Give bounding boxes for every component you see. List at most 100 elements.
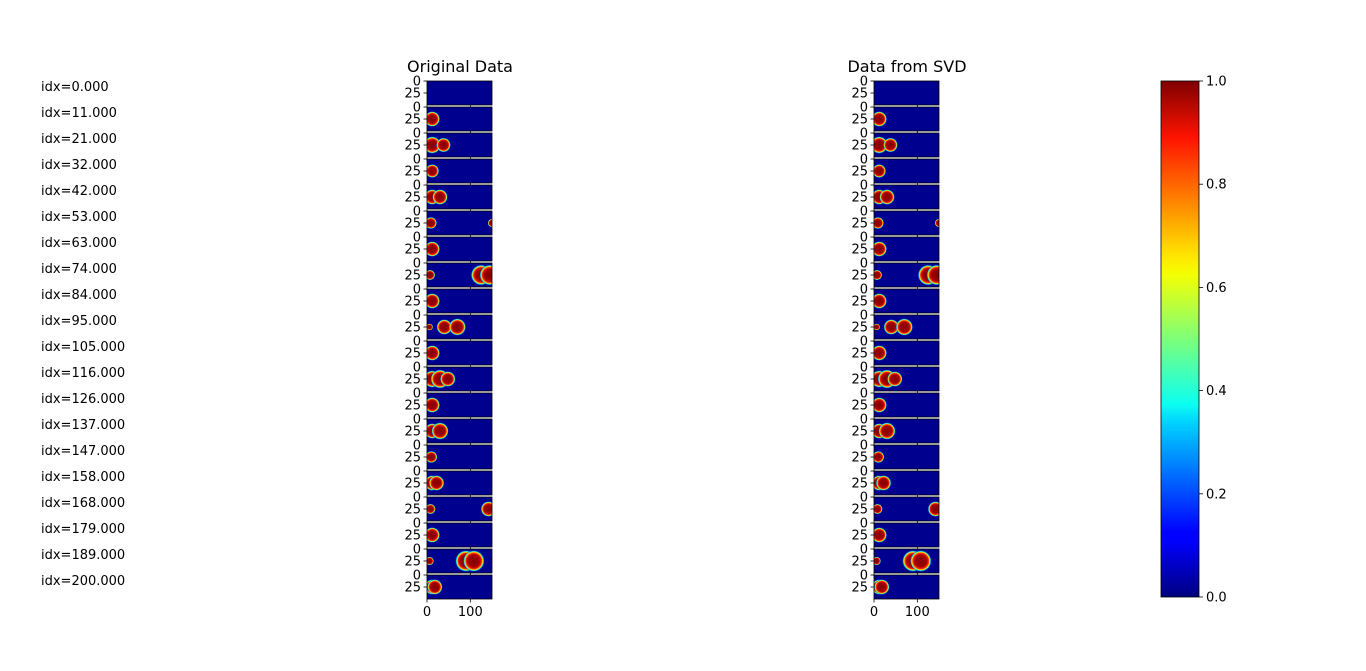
heatmap-blob-group bbox=[874, 216, 939, 230]
heatmap-blob bbox=[874, 397, 887, 413]
heatmap-blob-group bbox=[874, 164, 887, 178]
y-tick-label: 0 bbox=[860, 413, 868, 428]
y-tick-label: 25 bbox=[404, 243, 421, 258]
y-tick-label: 25 bbox=[851, 321, 868, 336]
row-label: idx=179.000 bbox=[41, 522, 125, 537]
row-label: idx=32.000 bbox=[41, 158, 117, 173]
heatmap-blob-group bbox=[874, 345, 887, 361]
heatmap-blob bbox=[427, 345, 440, 361]
heatmap-blob-group bbox=[874, 397, 887, 413]
y-tick-label: 0 bbox=[413, 491, 421, 506]
heatmap-blob-group bbox=[427, 369, 456, 389]
heatmap-blob-group bbox=[874, 318, 913, 336]
y-tick-label: 0 bbox=[413, 335, 421, 350]
colorbar-gradient bbox=[1160, 80, 1200, 598]
y-tick-label: 25 bbox=[851, 347, 868, 362]
y-tick-label: 0 bbox=[413, 205, 421, 220]
heatmap-blob bbox=[462, 550, 485, 572]
row-label: idx=53.000 bbox=[41, 210, 117, 225]
y-tick-label: 0 bbox=[413, 75, 421, 90]
heatmap-blob bbox=[879, 189, 895, 205]
heatmap-blob bbox=[874, 164, 887, 178]
heatmap-blob bbox=[427, 556, 434, 566]
heatmap-background bbox=[427, 211, 492, 235]
y-tick-label: 0 bbox=[413, 283, 421, 298]
heatmap-blob-group bbox=[427, 293, 440, 309]
y-tick-label: 25 bbox=[404, 555, 421, 570]
y-tick-label: 0 bbox=[413, 543, 421, 558]
y-tick-label: 0 bbox=[860, 491, 868, 506]
heatmap-background bbox=[874, 445, 939, 469]
row-label: idx=42.000 bbox=[41, 184, 117, 199]
heatmap-blob bbox=[874, 556, 881, 566]
y-tick-label: 25 bbox=[851, 191, 868, 206]
heatmap-blob-group bbox=[874, 293, 887, 309]
heatmap-blob-group bbox=[874, 527, 887, 543]
y-tick-label: 0 bbox=[860, 335, 868, 350]
y-tick-label: 0 bbox=[860, 543, 868, 558]
heatmap-blob bbox=[895, 318, 913, 336]
y-tick-label: 0 bbox=[860, 387, 868, 402]
heatmap-background bbox=[874, 211, 939, 235]
y-tick-label: 0 bbox=[860, 439, 868, 454]
y-tick-label: 25 bbox=[404, 139, 421, 154]
y-tick-label: 0 bbox=[860, 205, 868, 220]
heatmap-blob bbox=[448, 318, 467, 336]
heatmap-blob bbox=[874, 241, 887, 257]
panel-svd: 0250250250250250250250250250250250250250… bbox=[851, 75, 940, 620]
colorbar-tick-label: 0.8 bbox=[1206, 178, 1227, 193]
heatmap-blob-group bbox=[427, 501, 492, 517]
y-tick-label: 25 bbox=[404, 87, 421, 102]
y-tick-label: 25 bbox=[851, 269, 868, 284]
y-tick-label: 25 bbox=[851, 503, 868, 518]
row-label: idx=137.000 bbox=[41, 418, 125, 433]
y-tick-label: 0 bbox=[860, 569, 868, 584]
y-tick-label: 25 bbox=[404, 451, 421, 466]
row-label: idx=84.000 bbox=[41, 288, 117, 303]
heatmap-blob-group bbox=[427, 136, 451, 154]
heatmap-blob bbox=[874, 527, 887, 543]
heatmap-blob-group bbox=[427, 550, 485, 572]
row-label: idx=105.000 bbox=[41, 340, 125, 355]
panel-title-svd: Data from SVD bbox=[847, 57, 966, 76]
heatmap-blob bbox=[909, 550, 932, 572]
y-tick-label: 0 bbox=[860, 75, 868, 90]
heatmap-blob bbox=[427, 527, 440, 543]
heatmap-blob-group bbox=[427, 264, 492, 286]
heatmap-blob bbox=[878, 422, 896, 440]
heatmap-blob bbox=[427, 111, 440, 127]
heatmap-blob bbox=[427, 216, 437, 230]
heatmap-blob bbox=[874, 269, 883, 281]
heatmap-blob-group bbox=[874, 369, 903, 389]
colorbar: 0.0 0.2 0.4 0.6 0.8 1.0 bbox=[1160, 75, 1227, 606]
heatmap-blob bbox=[874, 136, 888, 154]
y-tick-label: 25 bbox=[404, 191, 421, 206]
heatmap-blob bbox=[874, 323, 881, 331]
heatmap-blob-group bbox=[427, 579, 443, 595]
y-tick-label: 0 bbox=[413, 257, 421, 272]
y-tick-label: 25 bbox=[404, 477, 421, 492]
y-tick-label: 0 bbox=[413, 231, 421, 246]
y-tick-label: 0 bbox=[413, 569, 421, 584]
y-tick-label: 25 bbox=[851, 139, 868, 154]
heatmap-blob-group bbox=[874, 111, 887, 127]
heatmap-blob bbox=[874, 503, 883, 515]
heatmap-blob-group bbox=[427, 527, 440, 543]
heatmap-background bbox=[427, 445, 492, 469]
y-tick-label: 25 bbox=[851, 451, 868, 466]
heatmap-background bbox=[874, 81, 939, 105]
y-tick-label: 25 bbox=[404, 581, 421, 596]
heatmap-blob bbox=[436, 319, 453, 335]
heatmap-blob bbox=[479, 264, 492, 286]
y-tick-label: 0 bbox=[860, 309, 868, 324]
row-label: idx=0.000 bbox=[41, 80, 109, 95]
y-tick-label: 25 bbox=[851, 165, 868, 180]
heatmap-blob bbox=[875, 475, 892, 491]
y-tick-label: 25 bbox=[851, 581, 868, 596]
y-tick-label: 0 bbox=[860, 465, 868, 480]
panel-title-original: Original Data bbox=[407, 57, 513, 76]
y-tick-label: 0 bbox=[413, 153, 421, 168]
y-tick-label: 0 bbox=[860, 257, 868, 272]
y-tick-label: 25 bbox=[404, 373, 421, 388]
